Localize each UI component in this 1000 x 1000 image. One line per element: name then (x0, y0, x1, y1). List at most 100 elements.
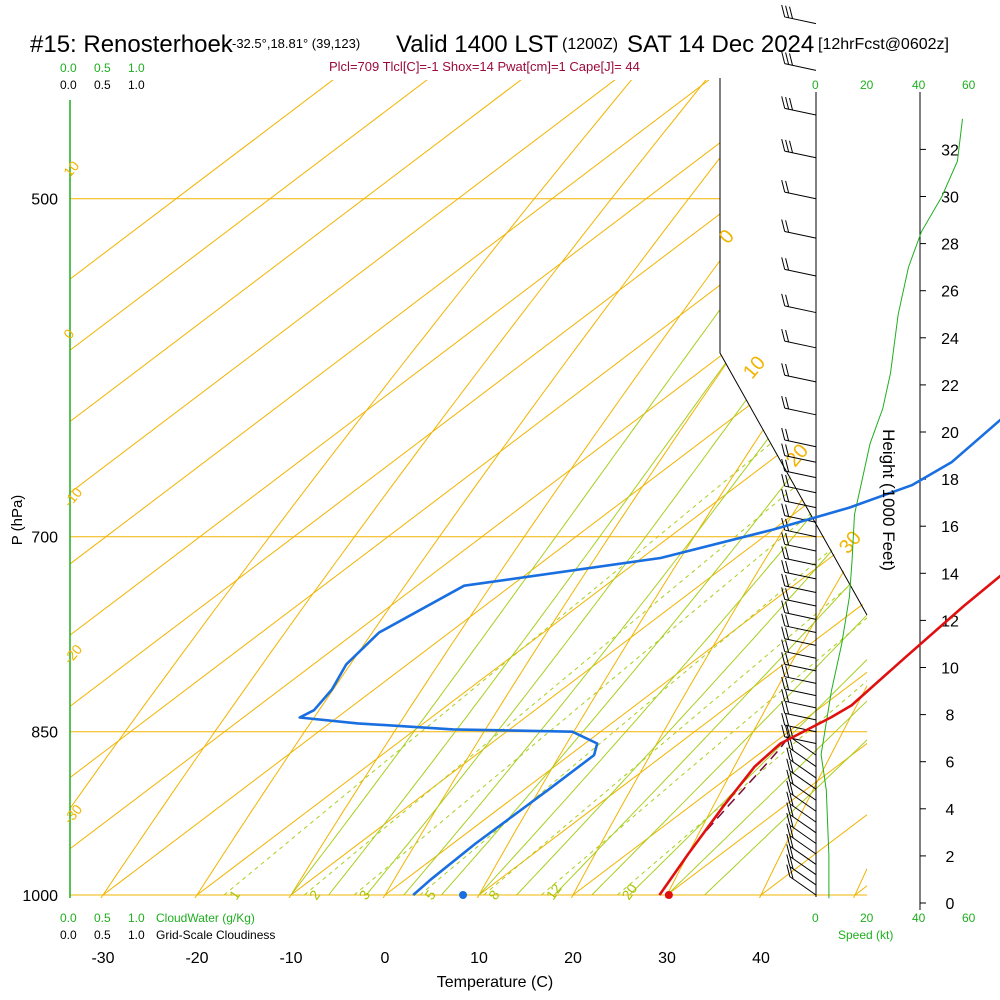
wind-barb (781, 639, 817, 659)
cloud-scale-top: 0.0 0.5 1.0 0.0 0.5 1.0 (60, 61, 145, 92)
wind-barb (781, 257, 817, 277)
height-tick-label: 0 (946, 896, 955, 913)
mixing-ratio-label: 1 (226, 887, 244, 903)
cloud-tick-top-3: 1.0 (128, 61, 145, 75)
isotherm-label: -30 (60, 801, 85, 827)
x-tick-labels: -30 -20 -10 0 10 20 30 40 (91, 950, 770, 967)
speed-tick-bottom-3: 40 (912, 911, 926, 925)
isotherm-line (70, 80, 522, 423)
dewpoint-line (298, 418, 1000, 896)
cloudiness-tick-top-2: 0.5 (94, 78, 111, 92)
x-tick-label: -30 (91, 950, 114, 967)
forecast-info: [12hrFcst@0602z] (818, 36, 949, 53)
x-axis-title: Temperature (C) (437, 974, 553, 991)
wind-barb (781, 96, 817, 116)
height-tick-label: 8 (946, 708, 955, 725)
dry-adiabat-line (382, 164, 867, 898)
speed-scale-bottom: 0 20 40 60 Speed (kt) (812, 911, 976, 942)
surface-temperature-marker (664, 891, 673, 899)
plot-boundary (719, 78, 868, 616)
dry-adiabat-line (194, 80, 782, 898)
cloud-tick-bottom-2: 0.5 (94, 911, 111, 925)
speed-tick-top-3: 40 (912, 78, 926, 92)
wind-barb (781, 138, 817, 159)
y-tick-label: 850 (31, 725, 58, 742)
speed-tick-bottom-2: 20 (860, 911, 874, 925)
moist-adiabat-line (516, 509, 867, 896)
plot-boundary-mask (720, 78, 867, 612)
isotherm-line (70, 244, 867, 850)
moist-adiabat-line (290, 110, 867, 896)
utc-time: (1200Z) (562, 36, 618, 53)
speed-tick-top-1: 0 (812, 78, 819, 92)
cloud-scale-bottom: 0.0 0.5 1.0 CloudWater (g/Kg) 0.0 0.5 1.… (60, 911, 275, 942)
isotherm-line (102, 315, 867, 896)
wind-barb (781, 587, 817, 607)
wind-barb (781, 613, 817, 633)
y-axis-title: P (hPa) (9, 495, 26, 546)
mixing-ratio-line (541, 617, 867, 896)
wind-barb (781, 329, 817, 349)
mixing-ratio-label: 2 (306, 887, 324, 903)
forecast-date: SAT 14 Dec 2024 (627, 31, 814, 58)
height-tick-label: 24 (941, 331, 959, 348)
mixing-ratio-label: 12 (543, 880, 565, 902)
mixing-ratio-line (617, 680, 867, 896)
cloud-tick-top-2: 0.5 (94, 61, 111, 75)
isotherm-line (70, 80, 334, 280)
height-tick-label: 32 (941, 142, 959, 159)
height-tick-label: 2 (946, 849, 955, 866)
x-tick-label: 20 (564, 950, 582, 967)
wind-barb (781, 427, 817, 448)
parcel-line (658, 737, 789, 896)
wind-barb (781, 676, 817, 697)
isotherm-label: -20 (60, 641, 85, 667)
isotherm-line (478, 600, 867, 896)
isotherm-line (70, 101, 867, 707)
y-tick-label: 500 (31, 192, 58, 209)
moist-adiabat-line (591, 614, 867, 896)
wind-barb (781, 179, 817, 200)
wind-barb (781, 701, 817, 721)
wind-barb (786, 854, 817, 886)
dry-adiabat-line (100, 80, 707, 898)
isotherm-label: 10 (60, 158, 82, 180)
cloudiness-tick-bottom-3: 1.0 (128, 928, 145, 942)
isotherm-label: 0 (60, 326, 77, 342)
moist-adiabat-line (629, 658, 867, 896)
wind-barb (781, 503, 817, 523)
x-tick-label: 0 (381, 950, 390, 967)
wind-barb (781, 293, 817, 314)
height-tick-label: 10 (941, 661, 959, 678)
wind-barb (781, 626, 817, 646)
moist-adiabat-line (704, 739, 867, 896)
wind-barb (786, 758, 817, 790)
height-tick-label: 22 (941, 378, 959, 395)
height-tick-label: 16 (941, 519, 959, 536)
height-tick-label: 12 (941, 613, 959, 630)
height-tick-label: 4 (946, 802, 955, 819)
cloudiness-label: Grid-Scale Cloudiness (156, 928, 275, 942)
x-tick-label: 10 (470, 950, 488, 967)
height-tick-label: 6 (946, 755, 955, 772)
cloud-tick-bottom-1: 0.0 (60, 911, 77, 925)
isotherm-line (290, 458, 867, 896)
cloudiness-tick-top-1: 0.0 (60, 78, 77, 92)
wind-barb (781, 363, 817, 383)
cloudwater-label: CloudWater (g/Kg) (156, 911, 255, 925)
height-tick-label: 30 (941, 190, 959, 207)
height-axis-title: Height (1000 Feet) (879, 429, 898, 571)
isotherm-line (384, 529, 867, 896)
wind-barb (786, 823, 817, 855)
wind-barb (781, 546, 817, 566)
mixing-ratio-line (483, 570, 867, 896)
moist-adiabat-line (403, 303, 867, 896)
wind-barb (786, 736, 817, 768)
speed-tick-bottom-1: 0 (812, 911, 819, 925)
moist-adiabat-line (553, 565, 867, 896)
speed-tick-top-2: 20 (860, 78, 874, 92)
height-tick-label: 28 (941, 237, 959, 254)
x-tick-label: -10 (279, 950, 302, 967)
wind-barb (786, 769, 817, 801)
wind-barbs (781, 4, 817, 896)
